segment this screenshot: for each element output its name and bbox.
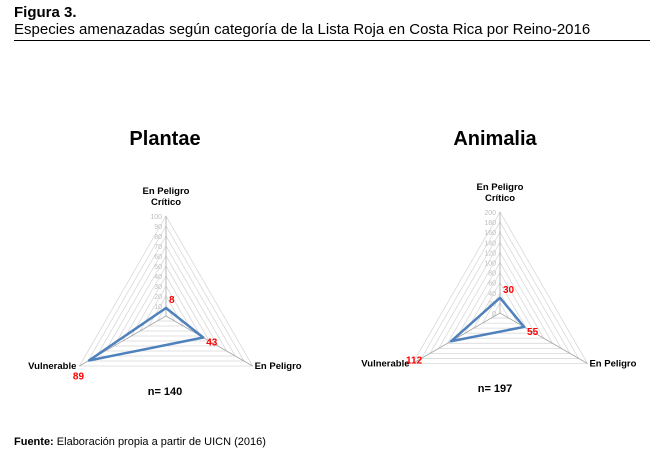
axis-label-critico: Crítico	[151, 197, 181, 208]
tick-label: 60	[488, 281, 496, 288]
grid-ring	[420, 221, 580, 359]
source-text: Elaboración propia a partir de UICN (201…	[53, 436, 266, 448]
axis-label-en-peligro: En Peligro	[589, 359, 636, 370]
series-line	[449, 296, 526, 343]
tick-label: 160	[484, 230, 496, 237]
data-label: 55	[527, 327, 539, 338]
axis-label-critico: En Peligro	[143, 186, 190, 197]
grid-ring	[446, 251, 554, 344]
tick-label: 100	[484, 261, 496, 268]
tick-label: 80	[488, 271, 496, 278]
tick-label: 120	[484, 250, 496, 257]
data-label: 8	[169, 295, 175, 306]
tick-label: 80	[154, 234, 162, 241]
figure-number: Figura 3.	[14, 4, 77, 21]
axis-label-critico: Crítico	[485, 193, 515, 204]
axis-spoke	[499, 312, 588, 364]
axis-label-critico: En Peligro	[477, 182, 524, 193]
grid-ring	[429, 231, 571, 354]
chart-title: Animalia	[453, 128, 537, 150]
data-label: 30	[503, 285, 515, 296]
tick-label: 0	[492, 311, 496, 318]
axis-label-vulnerable: Vulnerable	[28, 361, 76, 372]
series-line	[87, 306, 205, 362]
tick-label: 40	[154, 274, 162, 281]
grid-ring	[78, 215, 254, 367]
tick-label: 70	[154, 244, 162, 251]
grid-ring	[438, 241, 562, 349]
grid-ring	[122, 265, 210, 342]
grid-ring	[130, 275, 202, 337]
tick-label: 50	[154, 264, 162, 271]
figure-title: Especies amenazadas según categoría de l…	[14, 21, 591, 38]
tick-label: 200	[484, 210, 496, 217]
grid-ring	[139, 285, 193, 332]
grid-ring	[464, 271, 536, 334]
grid-ring	[96, 235, 236, 357]
tick-label: 100	[150, 214, 162, 221]
tick-label: 20	[154, 294, 162, 301]
tick-label: 140	[484, 240, 496, 247]
chart-title: Plantae	[129, 128, 200, 150]
data-label: 43	[206, 338, 218, 349]
tick-label: 180	[484, 220, 496, 227]
grid-ring	[87, 225, 245, 362]
sample-size-note: n= 197	[478, 383, 513, 395]
grid-ring	[147, 295, 185, 327]
data-label: 112	[406, 355, 423, 366]
grid-ring	[104, 245, 228, 352]
grid-ring	[411, 211, 589, 364]
tick-label: 90	[154, 224, 162, 231]
tick-label: 30	[154, 284, 162, 291]
sample-size-note: n= 140	[148, 386, 183, 398]
source-note: Fuente: Elaboración propia a partir de U…	[14, 436, 266, 448]
grid-ring	[455, 261, 545, 339]
axis-spoke	[165, 315, 253, 367]
data-label: 89	[73, 372, 85, 383]
grid-ring	[490, 302, 510, 319]
axis-label-vulnerable: Vulnerable	[361, 359, 409, 370]
grid-ring	[156, 305, 176, 322]
axis-label-en-peligro: En Peligro	[255, 361, 302, 372]
figure-header: Figura 3. Especies amenazadas según cate…	[14, 4, 650, 41]
source-label: Fuente:	[14, 436, 54, 448]
tick-label: 60	[154, 254, 162, 261]
tick-label: 40	[488, 291, 496, 298]
grid-ring	[473, 281, 527, 329]
tick-label: 10	[154, 304, 162, 311]
